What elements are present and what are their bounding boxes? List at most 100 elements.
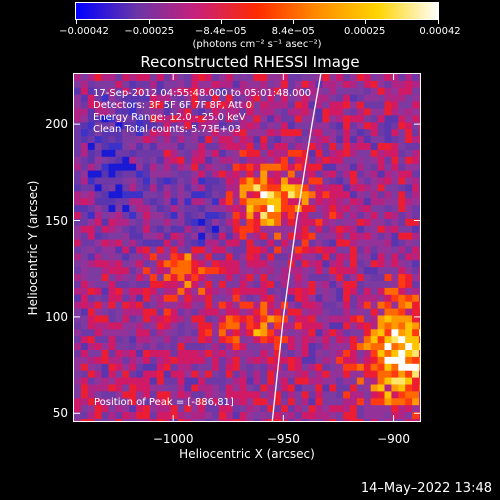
- heatmap-cell: [94, 205, 103, 213]
- heatmap-cell: [170, 274, 179, 282]
- heatmap-cell: [143, 363, 151, 372]
- heatmap-cell: [170, 163, 179, 172]
- heatmap-cell: [329, 301, 337, 310]
- heatmap-cell: [363, 384, 372, 392]
- heatmap-cell: [419, 356, 420, 365]
- heatmap-cell: [129, 198, 137, 206]
- heatmap-cell: [253, 108, 261, 116]
- heatmap-cell: [370, 191, 379, 199]
- heatmap-cell: [232, 356, 241, 365]
- heatmap-cell: [129, 149, 137, 158]
- heatmap-cell: [405, 419, 413, 421]
- heatmap-cell: [177, 115, 185, 123]
- heatmap-cell: [94, 94, 103, 103]
- heatmap-cell: [115, 87, 123, 96]
- heatmap-cell: [205, 239, 213, 248]
- heatmap-cell: [101, 315, 110, 323]
- heatmap-cell: [398, 329, 406, 337]
- heatmap-cell: [177, 294, 185, 303]
- heatmap-cell: [177, 412, 185, 420]
- heatmap-cell: [336, 115, 344, 123]
- heatmap-cell: [156, 149, 165, 158]
- heatmap-cell: [163, 101, 172, 110]
- heatmap-cell: [281, 108, 289, 116]
- heatmap-cell: [205, 115, 213, 123]
- heatmap-cell: [163, 329, 172, 337]
- heatmap-cell: [377, 94, 386, 103]
- heatmap-cell: [274, 274, 282, 282]
- heatmap-cell: [170, 377, 179, 386]
- heatmap-cell: [329, 370, 337, 379]
- heatmap-cell: [405, 80, 413, 89]
- heatmap-cell: [129, 122, 137, 130]
- heatmap-cell: [177, 74, 185, 82]
- heatmap-cell: [129, 156, 137, 165]
- heatmap-cell: [419, 87, 420, 96]
- heatmap-cell: [301, 274, 310, 282]
- heatmap-cell: [225, 225, 234, 234]
- heatmap-cell: [287, 308, 296, 317]
- heatmap-cell: [170, 184, 179, 192]
- heatmap-cell: [294, 218, 303, 227]
- heatmap-cell: [419, 294, 420, 303]
- heatmap-cell: [129, 391, 137, 399]
- heatmap-cell: [218, 156, 227, 165]
- heatmap-cell: [301, 350, 310, 358]
- heatmap-cell: [267, 170, 275, 179]
- y-tick-label: 100: [45, 309, 68, 324]
- heatmap-cell: [191, 108, 199, 116]
- heatmap-cell: [218, 74, 227, 82]
- heatmap-cell: [281, 101, 289, 110]
- heatmap-cell: [101, 391, 110, 399]
- heatmap-cell: [377, 143, 386, 151]
- heatmap-cell: [108, 336, 116, 344]
- heatmap-cell: [205, 391, 213, 399]
- heatmap-cell: [129, 419, 137, 421]
- heatmap-cell: [218, 308, 227, 317]
- heatmap-cell: [322, 301, 330, 310]
- heatmap-cell: [94, 329, 103, 337]
- heatmap-cell: [405, 412, 413, 420]
- heatmap-cell: [205, 225, 213, 234]
- heatmap-cell: [149, 350, 158, 358]
- heatmap-cell: [370, 343, 379, 351]
- heatmap-cell: [143, 101, 151, 110]
- heatmap-cell: [274, 336, 282, 344]
- heatmap-cell: [377, 267, 386, 275]
- heatmap-cell: [136, 218, 144, 227]
- heatmap-cell: [287, 274, 296, 282]
- heatmap-cell: [191, 101, 199, 110]
- heatmap-cell: [370, 163, 379, 172]
- heatmap-cell: [122, 218, 130, 227]
- heatmap-cell: [149, 253, 158, 261]
- heatmap-cell: [129, 87, 137, 96]
- heatmap-cell: [301, 391, 310, 399]
- heatmap-cell: [370, 198, 379, 206]
- heatmap-cell: [287, 225, 296, 234]
- heatmap-cell: [329, 281, 337, 289]
- heatmap-cell: [384, 246, 392, 254]
- heatmap-cell: [239, 149, 248, 158]
- heatmap-cell: [370, 74, 379, 82]
- heatmap-cell: [405, 163, 413, 172]
- heatmap-cell: [287, 177, 296, 185]
- heatmap-cell: [218, 239, 227, 248]
- heatmap-cell: [267, 343, 275, 351]
- heatmap-cell: [184, 391, 192, 399]
- heatmap-cell: [225, 191, 234, 199]
- heatmap-cell: [308, 232, 317, 241]
- heatmap-cell: [149, 377, 158, 386]
- heatmap-cell: [212, 308, 220, 317]
- heatmap-cell: [294, 198, 303, 206]
- heatmap-cell: [205, 377, 213, 386]
- heatmap-cell: [94, 315, 103, 323]
- heatmap-cell: [343, 129, 351, 137]
- heatmap-cell: [356, 163, 365, 172]
- heatmap-cell: [136, 343, 144, 351]
- heatmap-cell: [343, 336, 351, 344]
- heatmap-cell: [218, 294, 227, 303]
- heatmap-cell: [136, 136, 144, 144]
- heatmap-cell: [363, 218, 372, 227]
- heatmap-cell: [315, 163, 323, 172]
- heatmap-cell: [398, 198, 406, 206]
